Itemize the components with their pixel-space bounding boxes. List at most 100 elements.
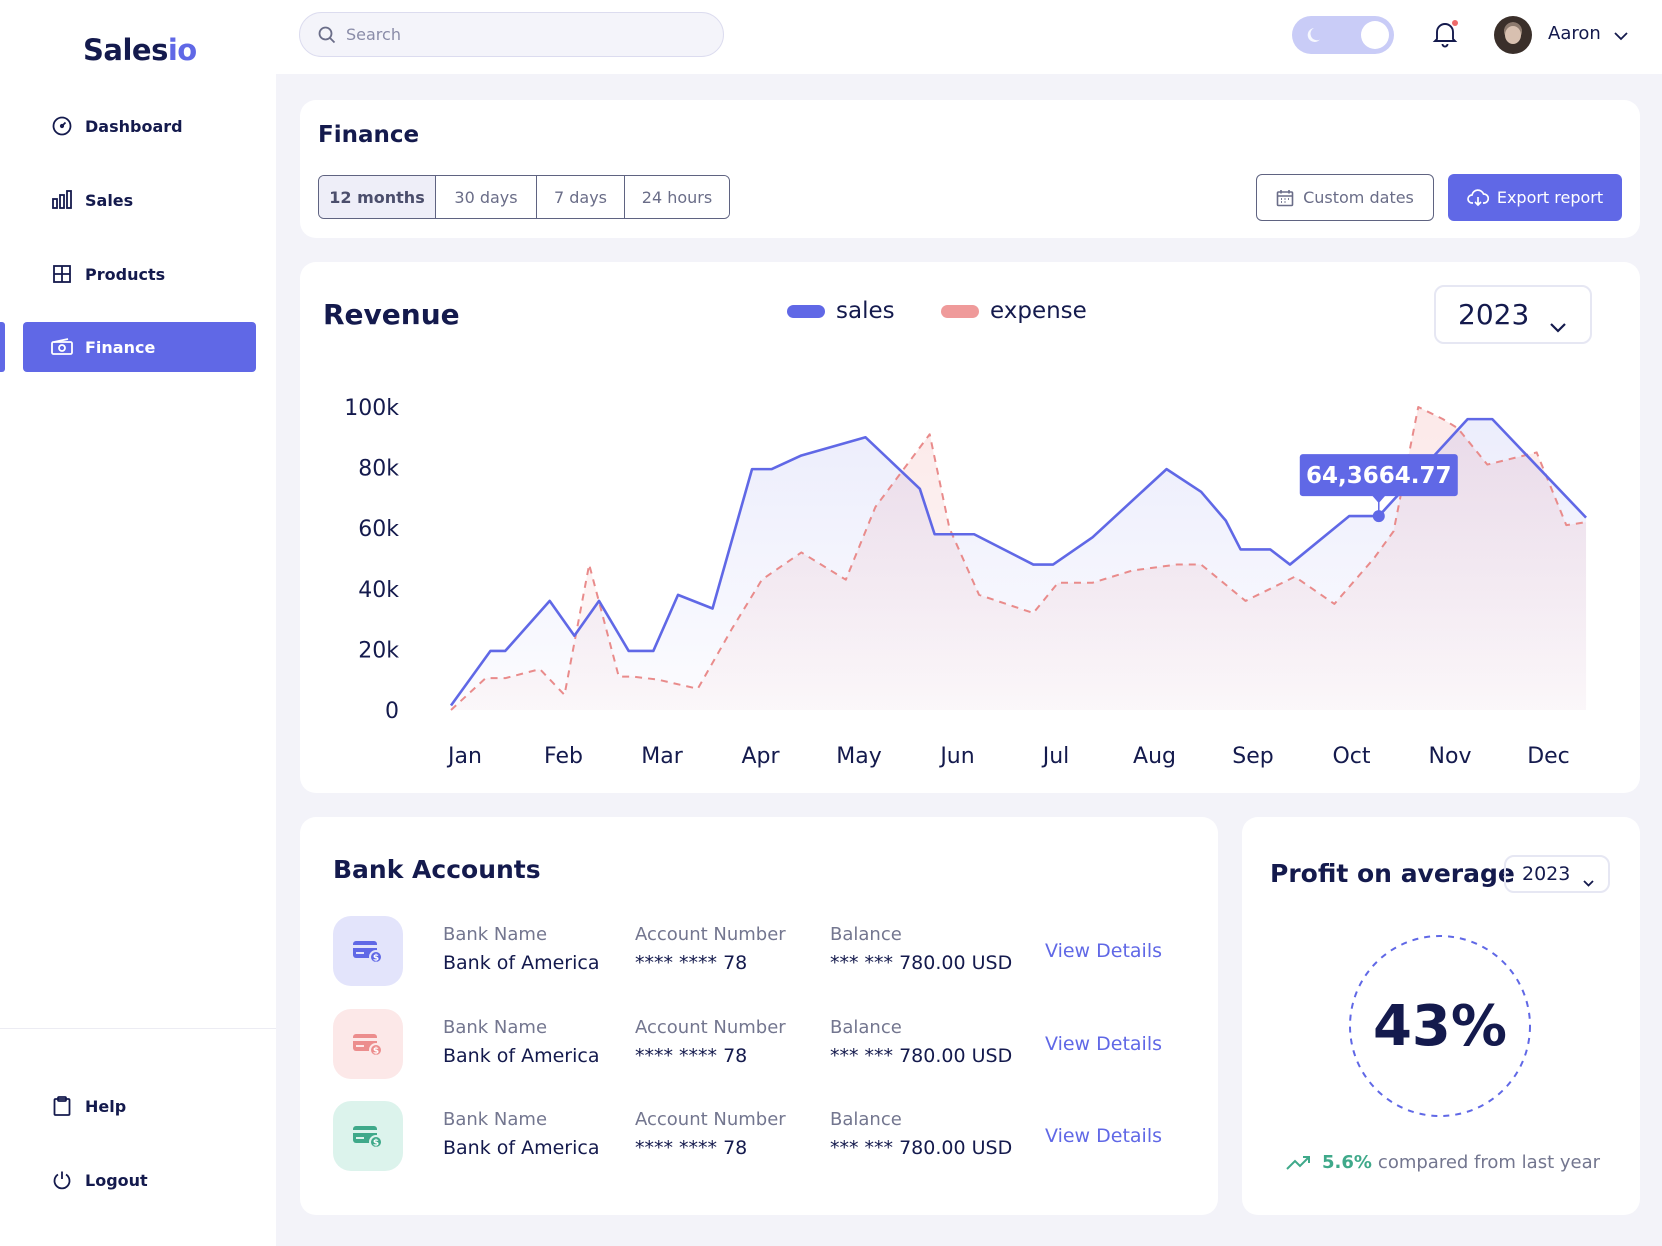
legend-sales: sales [787, 298, 895, 324]
bank-name-label: Bank Name [443, 1017, 548, 1038]
legend-label-sales: sales [836, 298, 895, 324]
view-details-link[interactable]: View Details [1045, 1033, 1162, 1055]
balance-label: Balance [830, 924, 902, 945]
view-details-link[interactable]: View Details [1045, 940, 1162, 962]
x-tick-label: Jan [446, 744, 482, 769]
x-tick-label: Jun [938, 744, 974, 769]
bank-name-value: Bank of America [443, 1045, 600, 1067]
account-number-label: Account Number [635, 1109, 786, 1130]
sales-line [449, 417, 1587, 707]
balance-value: *** *** 780.00 USD [830, 1045, 1013, 1067]
sidebar-item-products[interactable]: Products [23, 249, 256, 299]
revenue-year-value: 2023 [1458, 298, 1530, 331]
balance-col: Balance *** *** 780.00 USD [830, 1109, 1012, 1159]
y-tick-label: 0 [385, 699, 399, 724]
profit-ring [1349, 935, 1531, 1117]
bar-chart-icon [51, 189, 73, 211]
y-tick-label: 40k [358, 578, 399, 603]
x-tick-label: Dec [1527, 744, 1570, 769]
account-number-value: **** **** 78 [635, 952, 748, 974]
balance-value: *** *** 780.00 USD [830, 952, 1013, 974]
clipboard-icon [51, 1095, 73, 1117]
bank-name-col: Bank Name Bank of America [443, 1109, 600, 1159]
chevron-down-icon[interactable] [1614, 26, 1628, 45]
revenue-card: 100k 80k 60k 40k 20k 0 Jan Feb Mar Apr May Jun Jul Au… [300, 262, 1640, 793]
range-12-months[interactable]: 12 months [319, 176, 436, 218]
y-tick-label: 60k [358, 517, 399, 542]
bank-account-row: $ Bank Name Bank of America Account Numb… [333, 1009, 1193, 1081]
finance-card: Finance 12 months 30 days 7 days 24 hour… [300, 100, 1640, 238]
sidebar-item-help[interactable]: Help [23, 1081, 256, 1131]
trending-up-icon [1286, 1155, 1312, 1171]
bank-name-value: Bank of America [443, 952, 600, 974]
profit-change: 5.6% [1322, 1152, 1372, 1173]
balance-col: Balance *** *** 780.00 USD [830, 1017, 1012, 1067]
range-24-hours[interactable]: 24 hours [625, 176, 729, 218]
range-30-days[interactable]: 30 days [436, 176, 537, 218]
theme-toggle[interactable] [1292, 16, 1394, 54]
svg-text:$: $ [373, 1047, 379, 1057]
sidebar-item-label: Finance [85, 337, 156, 357]
custom-dates-button[interactable]: Custom dates [1256, 174, 1434, 221]
svg-text:$: $ [373, 954, 379, 964]
account-number-value: **** **** 78 [635, 1045, 748, 1067]
legend-expense: expense [941, 298, 1087, 324]
profit-comparison: 5.6% compared from last year [1286, 1152, 1600, 1173]
notification-button[interactable] [1432, 20, 1462, 50]
bank-accounts-title: Bank Accounts [333, 855, 541, 884]
range-selector: 12 months 30 days 7 days 24 hours [318, 175, 730, 219]
view-details-link[interactable]: View Details [1045, 1125, 1162, 1147]
y-tick-label: 100k [344, 396, 399, 421]
bank-account-row: $ Bank Name Bank of America Account Numb… [333, 1101, 1193, 1173]
money-icon [51, 336, 73, 358]
x-tick-label: Feb [544, 744, 583, 769]
profit-change-text: compared from last year [1377, 1152, 1601, 1173]
account-number-col: Account Number **** **** 78 [635, 924, 786, 974]
power-icon [51, 1169, 73, 1191]
bank-name-value: Bank of America [443, 1137, 600, 1159]
sidebar-divider [0, 1028, 276, 1029]
profit-title: Profit on average [1270, 859, 1515, 888]
sidebar-item-logout[interactable]: Logout [23, 1155, 256, 1205]
account-number-col: Account Number **** **** 78 [635, 1017, 786, 1067]
sidebar-item-dashboard[interactable]: Dashboard [23, 101, 256, 151]
tooltip-arrow [1371, 495, 1386, 504]
search-box[interactable] [299, 12, 724, 57]
sidebar-item-label: Sales [85, 190, 134, 210]
expense-line [450, 406, 1587, 711]
gauge-icon [51, 115, 73, 137]
highlight-point [1372, 510, 1385, 523]
sidebar-item-finance[interactable]: Finance [23, 322, 256, 372]
active-indicator [0, 322, 5, 372]
account-number-label: Account Number [635, 1017, 786, 1038]
toggle-knob[interactable] [1361, 21, 1389, 49]
legend-swatch-sales [787, 304, 825, 318]
export-report-button[interactable]: Export report [1448, 174, 1622, 221]
bank-accounts-card: Bank Accounts $ Bank Name Bank of Americ… [300, 817, 1218, 1215]
cloud-download-icon [1466, 188, 1489, 207]
credit-card-icon: $ [333, 916, 403, 986]
balance-label: Balance [830, 1017, 902, 1038]
balance-col: Balance *** *** 780.00 USD [830, 924, 1012, 974]
revenue-title: Revenue [323, 298, 460, 331]
search-input[interactable] [346, 25, 706, 44]
bank-name-col: Bank Name Bank of America [443, 924, 600, 974]
x-tick-label: Mar [641, 744, 683, 769]
profit-year-select[interactable]: 2023 [1504, 855, 1610, 893]
x-tick-label: May [836, 744, 881, 769]
x-tick-label: Oct [1332, 744, 1370, 769]
page-title: Finance [318, 122, 420, 148]
revenue-chart: 100k 80k 60k 40k 20k 0 Jan Feb Mar Apr May Jun Jul Au… [344, 396, 1587, 769]
user-name[interactable]: Aaron [1548, 23, 1601, 44]
app-logo[interactable]: Salesio [83, 33, 197, 67]
tooltip-box [1299, 454, 1458, 497]
y-tick-label: 80k [358, 457, 399, 482]
bank-name-col: Bank Name Bank of America [443, 1017, 600, 1067]
revenue-year-select[interactable]: 2023 [1434, 285, 1592, 344]
sidebar-item-label: Dashboard [85, 116, 183, 136]
sidebar-item-label: Logout [85, 1170, 148, 1190]
sidebar-item-sales[interactable]: Sales [23, 175, 256, 225]
bank-name-label: Bank Name [443, 924, 548, 945]
range-7-days[interactable]: 7 days [537, 176, 625, 218]
avatar[interactable] [1494, 16, 1532, 54]
